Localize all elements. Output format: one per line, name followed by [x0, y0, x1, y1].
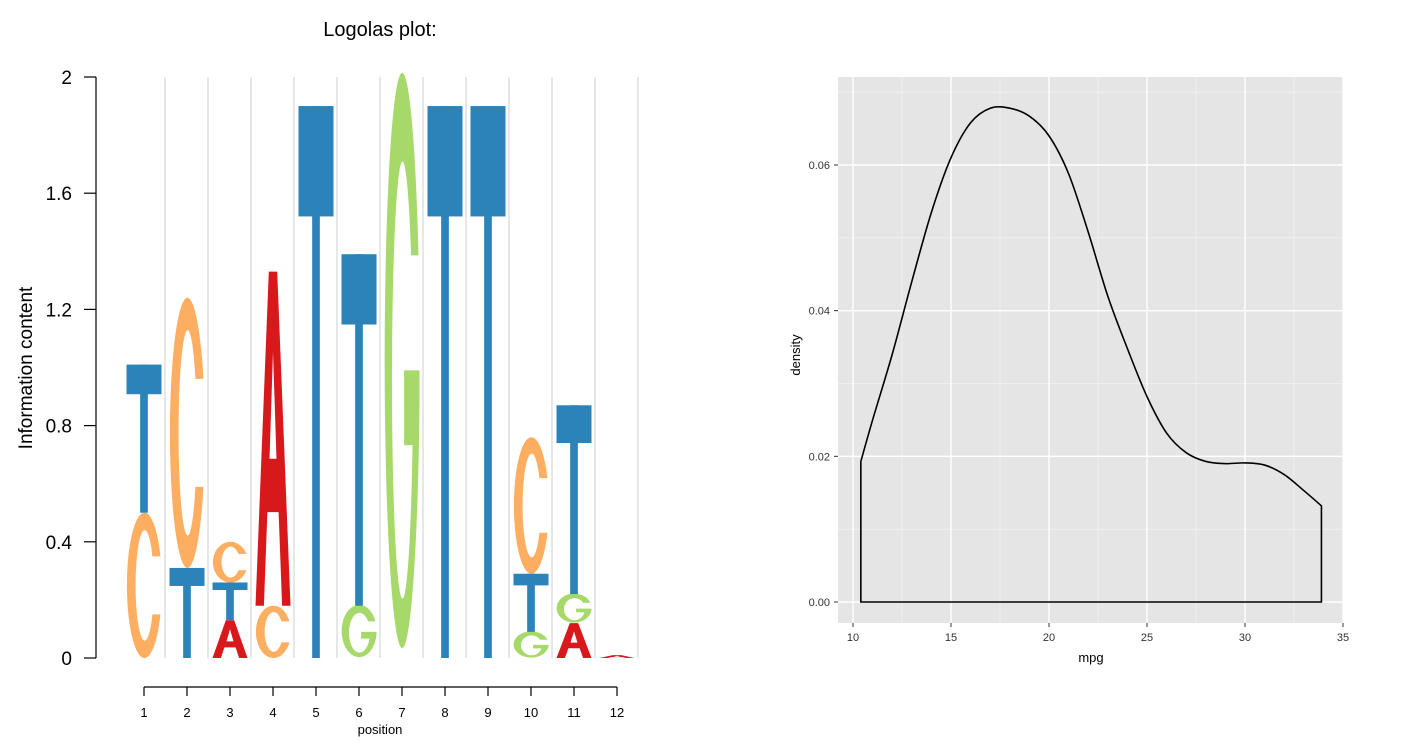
- density-x-tick-label: 35: [1337, 632, 1349, 644]
- logo-x-tick-label: 4: [269, 705, 276, 720]
- logo-x-tick-label: 2: [183, 705, 190, 720]
- density-x-tick-label: 20: [1043, 632, 1055, 644]
- density-x-tick-label: 25: [1141, 632, 1153, 644]
- logo-x-axis: 1 2 3 4 5 6 7 8 9 10 11 12: [140, 686, 624, 720]
- logo-plot: Logolas plot: 00.40.81.21.62 1 2 3 4 5 6 7 8 9 10…: [16, 19, 639, 737]
- logo-letter-T-pos-1: [126, 364, 162, 513]
- logo-y-tick-label: 1.2: [46, 300, 72, 321]
- logo-letter-G-pos-11: [556, 593, 592, 623]
- logo-letter-C-pos-4: [255, 605, 290, 658]
- density-y-axis: 0.00 0.02 0.04 0.06: [809, 160, 838, 609]
- logo-letter-A-pos-3: [212, 620, 248, 658]
- density-curve: [860, 105, 1323, 603]
- logo-x-tick-label: 7: [398, 705, 405, 720]
- density-plot: 0.00 0.02 0.04 0.06 10 15 20 25 30 35 density mp…: [788, 77, 1349, 665]
- logo-x-tick-label: 8: [441, 705, 448, 720]
- logo-letter-C-pos-2: [169, 297, 204, 568]
- density-y-tick-label: 0.02: [809, 451, 830, 463]
- logo-letter-T-pos-10: [513, 573, 549, 632]
- density-y-axis-label: density: [788, 334, 803, 376]
- logo-x-tick-label: 1: [140, 705, 147, 720]
- logo-x-tick-label: 3: [226, 705, 233, 720]
- density-x-tick-label: 30: [1239, 632, 1251, 644]
- density-x-tick-label: 10: [847, 632, 859, 644]
- logo-x-tick-label: 5: [312, 705, 319, 720]
- logo-letter-T-pos-11: [556, 405, 592, 595]
- density-y-tick-label: 0.06: [809, 160, 830, 172]
- logo-letter-T-pos-2: [169, 567, 205, 658]
- logo-letter-A-pos-4: [255, 271, 291, 606]
- logo-letter-C-pos-10: [513, 437, 548, 574]
- logo-title: Logolas plot:: [323, 19, 436, 41]
- logo-y-axis: 0 0.4 0.8 1.2 1.6 2: [46, 68, 97, 670]
- logo-y-tick-label: 0: [61, 649, 72, 670]
- density-panel: [838, 77, 1343, 623]
- density-x-tick-label: 15: [945, 632, 957, 644]
- logo-y-tick-label: 1.6: [46, 184, 72, 205]
- density-y-tick-label: 0.04: [809, 306, 830, 318]
- logo-letter-T-pos-3: [212, 582, 248, 621]
- density-x-axis: 10 15 20 25 30 35: [847, 623, 1349, 644]
- logo-letter-T-pos-5: [298, 106, 334, 659]
- logo-letter-A-pos-12: [599, 655, 635, 658]
- logo-letter-G-pos-10: [513, 631, 549, 658]
- logo-y-tick-label: 0.8: [46, 417, 72, 438]
- density-x-axis-label: mpg: [1078, 650, 1103, 665]
- logo-letter-T-pos-8: [427, 106, 463, 659]
- logo-letter-C-pos-1: [126, 512, 161, 658]
- logo-x-tick-label: 10: [524, 705, 538, 720]
- logo-y-axis-label: Information content: [16, 286, 37, 449]
- logo-letters: [126, 72, 635, 659]
- logo-y-tick-label: 0.4: [46, 533, 73, 554]
- logo-letter-T-pos-9: [470, 106, 506, 659]
- logo-letter-A-pos-11: [556, 623, 592, 658]
- logo-letter-T-pos-6: [341, 254, 377, 606]
- logo-y-tick-label: 2: [61, 68, 72, 89]
- logo-x-tick-label: 11: [567, 705, 581, 720]
- logo-x-axis-label: position: [358, 722, 403, 737]
- density-y-tick-label: 0.00: [809, 597, 830, 609]
- logo-letter-G-pos-7: [384, 72, 420, 649]
- logo-gridlines: [164, 77, 639, 658]
- logo-letter-G-pos-6: [341, 604, 377, 658]
- logo-x-tick-label: 9: [484, 705, 491, 720]
- logo-x-tick-label: 12: [610, 705, 624, 720]
- logo-x-tick-label: 6: [355, 705, 362, 720]
- logo-letter-C-pos-3: [212, 541, 247, 583]
